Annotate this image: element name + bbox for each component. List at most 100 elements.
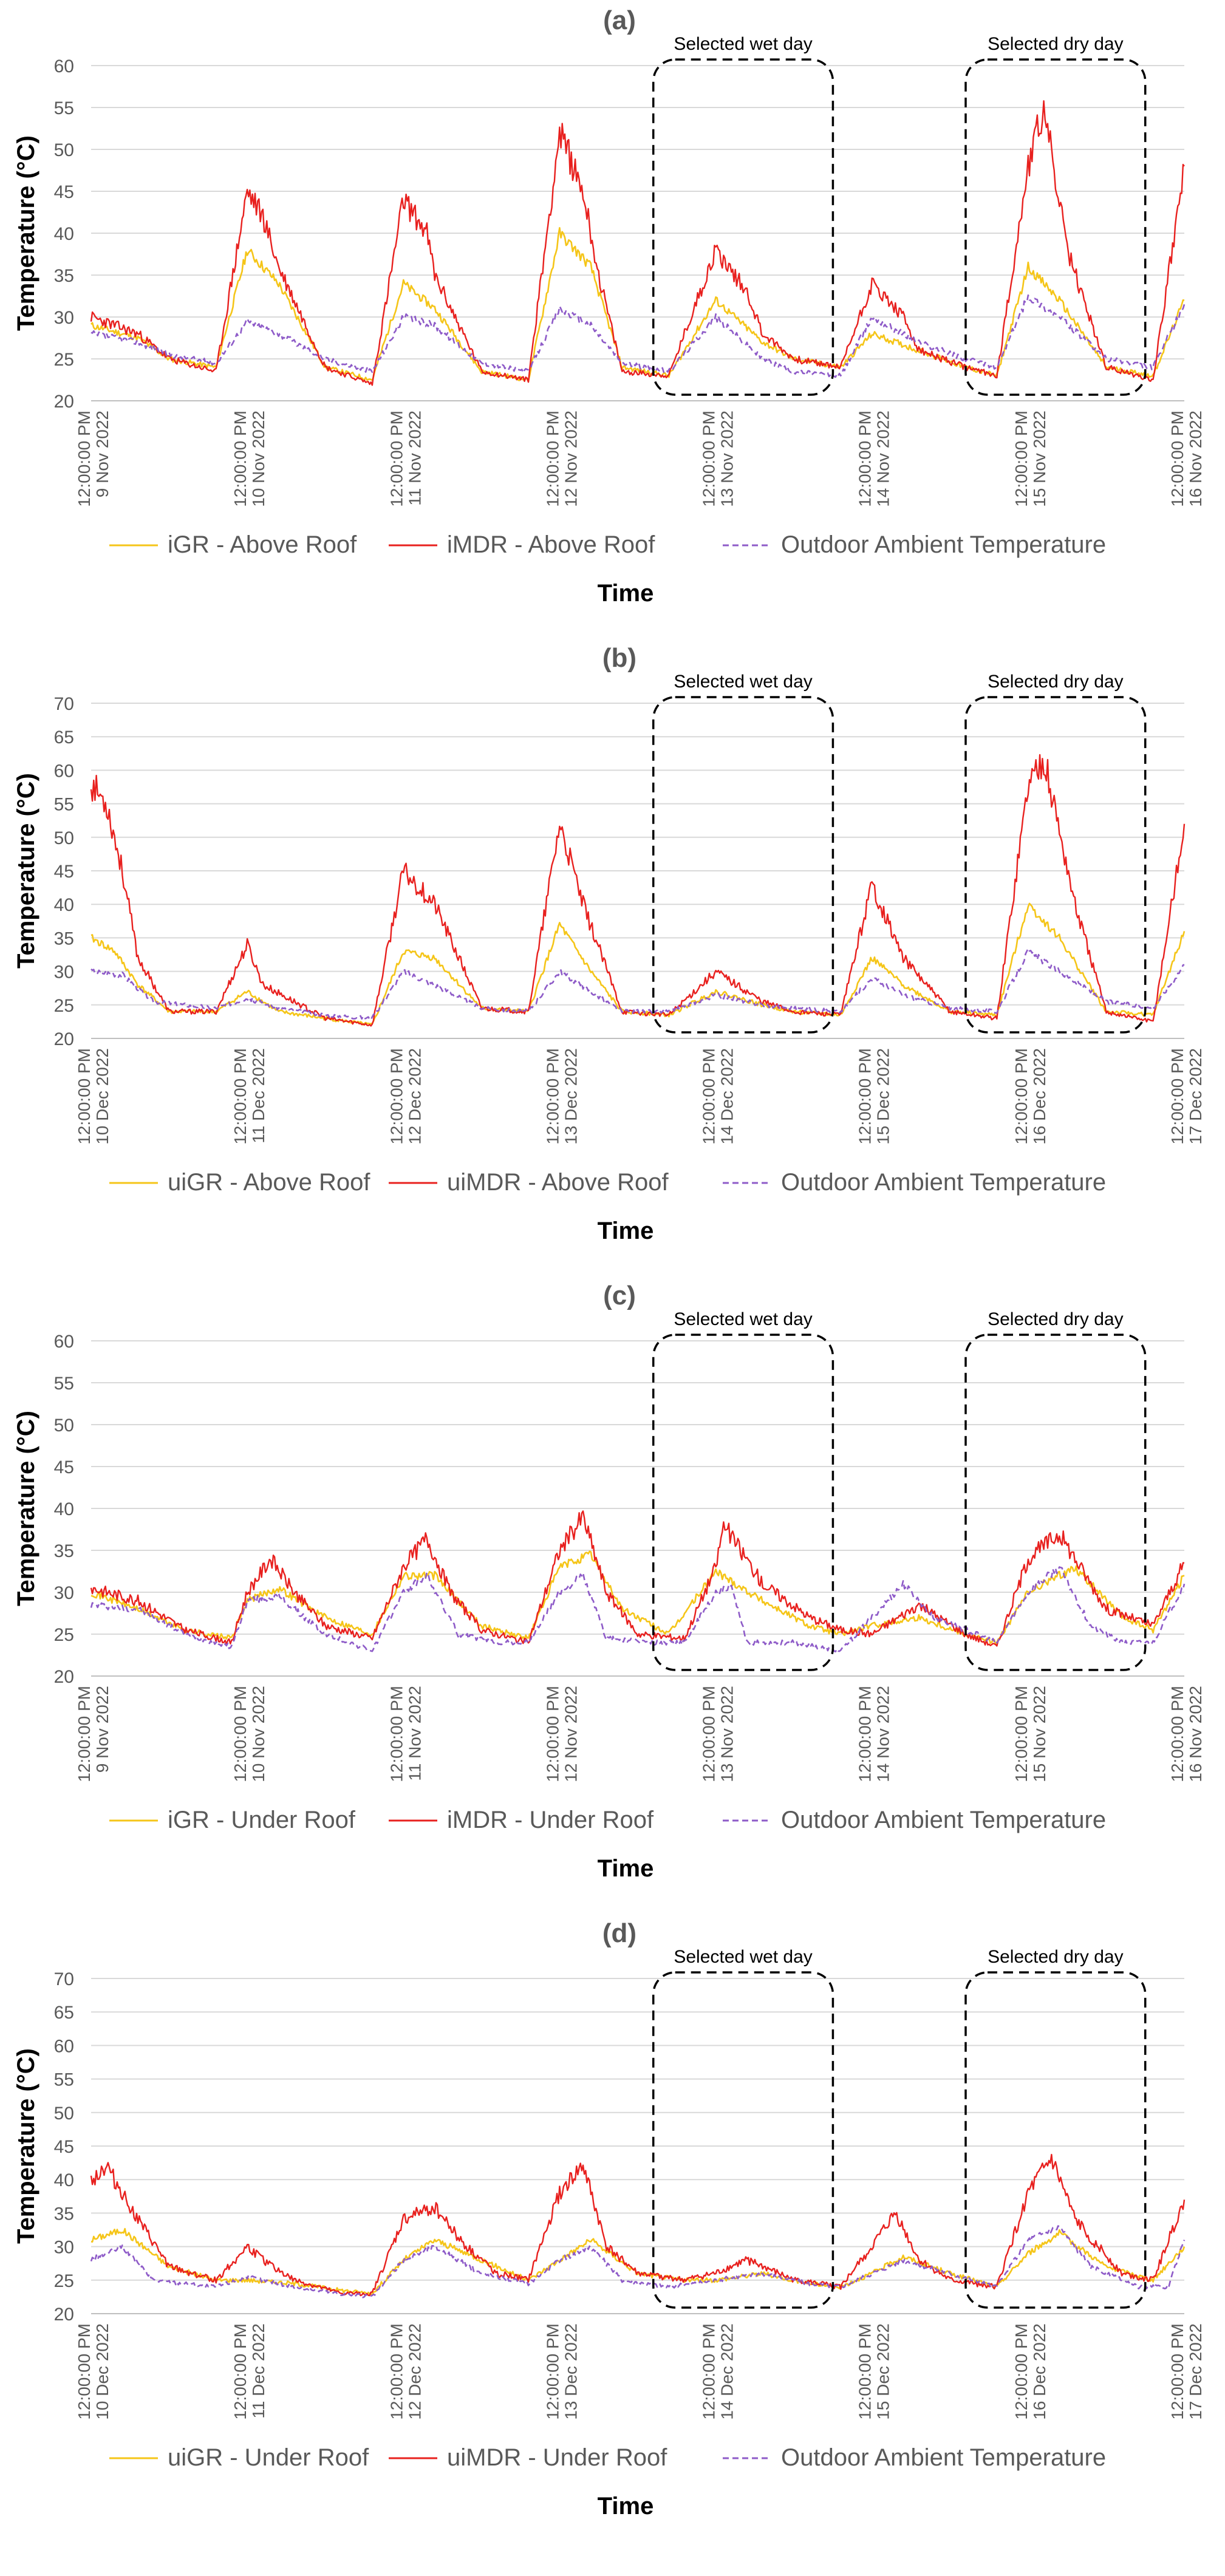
- chart-0-selection-box-1: [964, 58, 1147, 396]
- chart-1-x-tick-label: 12:00:00 PM11 Dec 2022: [231, 1048, 268, 1145]
- chart-2-selection-box-label-0: Selected wet day: [674, 1309, 812, 1329]
- chart-0-selection-box-label-0: Selected wet day: [674, 34, 812, 54]
- chart-0-x-tick-label: 12:00:00 PM9 Nov 2022: [75, 411, 112, 507]
- chart-panel-b: (b) 20 25 30 35 40 45 50 55 60 65 70 Temperature (°C…: [0, 638, 1225, 1269]
- chart-0-x-tick-label: 12:00:00 PM13 Nov 2022: [700, 411, 737, 507]
- chart-2-x-tick-label: 12:00:00 PM9 Nov 2022: [75, 1686, 112, 1782]
- chart-0-y-tick-label: 20: [54, 392, 74, 412]
- chart-1-legend-label-1: uiMDR - Above Roof: [447, 1169, 669, 1196]
- chart-2-selection-box-1: [964, 1334, 1147, 1671]
- chart-0-y-tick-label: 45: [54, 182, 74, 202]
- chart-2-y-tick-label: 60: [54, 1332, 74, 1352]
- chart-2-y-axis-label: Temperature (°C): [13, 1411, 39, 1606]
- chart-3-y-tick-label: 70: [54, 1969, 74, 1989]
- chart-2-x-tick-label: 12:00:00 PM12 Nov 2022: [543, 1686, 580, 1782]
- chart-1-series-2-line: [90, 947, 1185, 1021]
- chart-3-selection-box-0: [652, 1971, 834, 2309]
- chart-2-x-tick-label: 12:00:00 PM14 Nov 2022: [856, 1686, 893, 1782]
- chart-2-series-1-line: [90, 1510, 1185, 1647]
- chart-3-x-tick-label: 12:00:00 PM16 Dec 2022: [1012, 2323, 1049, 2420]
- chart-3-series-0-line: [90, 2227, 1186, 2297]
- chart-3-series-1-line: [90, 2153, 1186, 2297]
- chart-svg-b: (b) 20 25 30 35 40 45 50 55 60 65 70 Temperature (°C…: [13, 643, 1205, 1244]
- chart-1-y-tick-label: 65: [54, 727, 74, 748]
- chart-0-series-2-line: [90, 294, 1186, 378]
- chart-3-y-tick-label: 35: [54, 2204, 74, 2224]
- chart-svg-a: (a) 20 25 30 35 40 45 50 55 60 Temperature (°C) 12:…: [13, 5, 1205, 607]
- chart-1-selection-box-1: [964, 696, 1147, 1034]
- chart-1-y-tick-label: 40: [54, 895, 74, 915]
- chart-1-x-tick-label: 12:00:00 PM14 Dec 2022: [700, 1048, 737, 1145]
- chart-2-panel-label: (c): [603, 1281, 636, 1310]
- chart-2-x-tick-label: 12:00:00 PM10 Nov 2022: [231, 1686, 268, 1782]
- chart-3-x-tick-label: 12:00:00 PM11 Dec 2022: [231, 2323, 268, 2420]
- chart-2-x-tick-label: 12:00:00 PM15 Nov 2022: [1012, 1686, 1049, 1782]
- chart-2-x-axis-label: Time: [598, 1855, 654, 1882]
- chart-0-legend-label-0: iGR - Above Roof: [168, 531, 357, 558]
- chart-2-y-tick-label: 20: [54, 1667, 74, 1687]
- chart-3-y-tick-label: 60: [54, 2036, 74, 2056]
- chart-0-y-tick-label: 35: [54, 266, 74, 286]
- chart-0-panel-label: (a): [603, 5, 636, 35]
- chart-3-x-tick-label: 12:00:00 PM12 Dec 2022: [387, 2323, 424, 2420]
- chart-1-y-tick-label: 70: [54, 694, 74, 714]
- chart-2-legend-label-1: iMDR - Under Roof: [447, 1807, 654, 1833]
- chart-3-y-tick-label: 25: [54, 2271, 74, 2291]
- chart-2-legend-label-2: Outdoor Ambient Temperature: [781, 1807, 1106, 1833]
- chart-1-x-tick-label: 12:00:00 PM16 Dec 2022: [1012, 1048, 1049, 1145]
- chart-3-y-tick-label: 45: [54, 2137, 74, 2157]
- chart-panel-a: (a) 20 25 30 35 40 45 50 55 60 Temperature (°C) 12:…: [0, 0, 1225, 632]
- chart-3-selection-box-1: [964, 1971, 1147, 2309]
- chart-2-x-tick-label: 12:00:00 PM11 Nov 2022: [387, 1686, 424, 1782]
- chart-panel-c: (c) 20 25 30 35 40 45 50 55 60 Temperature (°C) 12:…: [0, 1275, 1225, 1907]
- chart-1-x-tick-label: 12:00:00 PM17 Dec 2022: [1168, 1048, 1205, 1145]
- chart-1-y-tick-label: 55: [54, 795, 74, 815]
- chart-3-y-tick-label: 50: [54, 2104, 74, 2124]
- chart-2-x-tick-label: 12:00:00 PM16 Nov 2022: [1168, 1686, 1205, 1782]
- chart-0-selection-box-label-1: Selected dry day: [988, 34, 1123, 54]
- chart-2-series-0-line: [90, 1550, 1185, 1646]
- chart-1-y-axis-label: Temperature (°C): [13, 773, 39, 969]
- chart-1-x-tick-label: 12:00:00 PM12 Dec 2022: [387, 1048, 424, 1145]
- chart-2-legend-label-0: iGR - Under Roof: [168, 1807, 356, 1833]
- chart-0-x-tick-label: 12:00:00 PM12 Nov 2022: [543, 411, 580, 507]
- chart-1-series-0-line: [90, 902, 1186, 1026]
- chart-0-y-tick-label: 60: [54, 56, 74, 77]
- chart-2-y-tick-label: 25: [54, 1625, 74, 1645]
- chart-1-x-tick-label: 12:00:00 PM10 Dec 2022: [75, 1048, 112, 1145]
- chart-0-y-tick-label: 40: [54, 224, 74, 244]
- chart-3-y-tick-label: 20: [54, 2305, 74, 2325]
- chart-1-y-tick-label: 60: [54, 761, 74, 781]
- chart-3-legend-label-1: uiMDR - Under Roof: [447, 2444, 667, 2471]
- chart-3-panel-label: (d): [602, 1918, 636, 1948]
- chart-0-x-tick-label: 12:00:00 PM10 Nov 2022: [231, 411, 268, 507]
- chart-1-legend-label-2: Outdoor Ambient Temperature: [781, 1169, 1106, 1196]
- chart-0-selection-box-0: [652, 58, 834, 396]
- chart-2-y-tick-label: 45: [54, 1457, 74, 1477]
- chart-2-selection-box-0: [652, 1334, 834, 1671]
- chart-3-legend-label-0: uiGR - Under Roof: [168, 2444, 369, 2471]
- chart-3-y-tick-label: 65: [54, 2003, 74, 2023]
- chart-2-y-tick-label: 40: [54, 1499, 74, 1519]
- chart-3-y-tick-label: 30: [54, 2238, 74, 2258]
- chart-3-y-tick-label: 40: [54, 2170, 74, 2190]
- chart-3-y-axis-label: Temperature (°C): [13, 2048, 39, 2244]
- chart-1-selection-box-0: [652, 696, 834, 1034]
- chart-2-series-2-line: [90, 1566, 1186, 1653]
- chart-3-x-tick-label: 12:00:00 PM15 Dec 2022: [856, 2323, 893, 2420]
- chart-1-selection-box-label-0: Selected wet day: [674, 672, 812, 692]
- chart-2-selection-box-label-1: Selected dry day: [988, 1309, 1123, 1329]
- chart-3-legend-label-2: Outdoor Ambient Temperature: [781, 2444, 1106, 2471]
- chart-1-y-tick-label: 35: [54, 929, 74, 949]
- chart-1-y-tick-label: 50: [54, 828, 74, 848]
- chart-2-y-tick-label: 35: [54, 1541, 74, 1561]
- chart-2-y-tick-label: 30: [54, 1583, 74, 1603]
- chart-2-y-tick-label: 55: [54, 1374, 74, 1394]
- chart-2-x-tick-label: 12:00:00 PM13 Nov 2022: [700, 1686, 737, 1782]
- chart-1-y-tick-label: 25: [54, 996, 74, 1016]
- chart-3-x-tick-label: 12:00:00 PM17 Dec 2022: [1168, 2323, 1205, 2420]
- chart-0-legend-label-1: iMDR - Above Roof: [447, 531, 655, 558]
- chart-1-y-tick-label: 20: [54, 1029, 74, 1049]
- chart-1-y-tick-label: 45: [54, 862, 74, 882]
- chart-0-legend-label-2: Outdoor Ambient Temperature: [781, 531, 1106, 558]
